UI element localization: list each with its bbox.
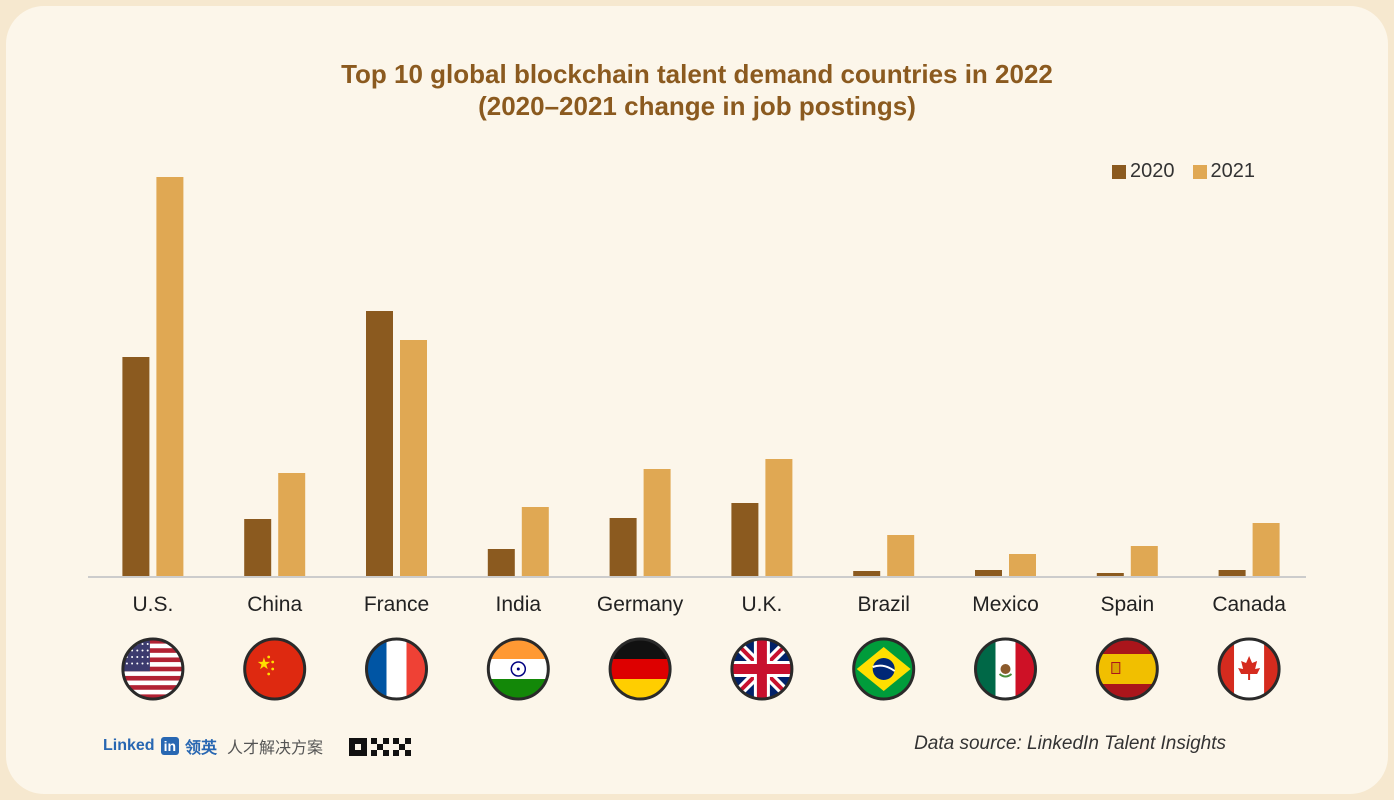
linkedin-cn-name: 领英 [185,740,218,757]
bar-2020-china [244,519,272,577]
bar-2021-spain [1130,546,1158,577]
legend-item-2020: 2020 [1112,160,1175,183]
bar-2020-us [122,357,150,577]
bar-2020-india [487,549,515,577]
bar-2021-uk [765,459,793,577]
bar-2020-uk [731,503,759,577]
germany-flag-icon [608,637,672,701]
flags-group: ★ [121,637,1281,701]
x-tick-label: France [364,593,429,616]
linkedin-cn-subtitle: 人才解决方案 [227,740,324,757]
bars-group [122,177,1280,577]
x-tick-label: India [496,593,542,616]
bar-2020-germany [609,518,637,577]
china-flag-icon: ★ [243,637,307,701]
spain-flag-icon [1095,637,1159,701]
bar-2021-us [156,177,184,577]
svg-text:★: ★ [257,656,271,673]
linkedin-logo: Linked in 领英 人才解决方案 [103,734,413,758]
x-tick-label: Spain [1100,593,1154,616]
bar-2020-brazil [853,571,881,577]
legend: 2020 2021 [1112,160,1263,183]
uk-flag-icon [730,637,794,701]
x-tick-label: Canada [1212,593,1286,616]
legend-swatch-2020 [1112,164,1126,179]
india-flag-icon [486,637,550,701]
okx-logo [349,738,412,756]
x-tick-label: Brazil [857,593,910,616]
france-flag-icon [365,637,428,701]
chart-title: Top 10 global blockchain talent demand c… [0,58,1394,122]
bar-2020-canada [1218,570,1246,577]
x-tick-label: China [247,593,302,616]
bar-2021-france [400,340,427,577]
bar-2021-canada [1252,523,1280,577]
chart-title-line1: Top 10 global blockchain talent demand c… [341,59,1053,89]
x-tick-label: Mexico [972,593,1039,616]
bar-2021-brazil [887,535,915,577]
us-flag-icon [121,637,185,701]
canada-flag-icon [1217,637,1281,701]
bar-2020-france [366,311,393,577]
bar-2021-china [278,473,306,577]
data-source: Data source: LinkedIn Talent Insights [914,733,1226,754]
bar-2020-spain [1096,573,1124,577]
bar-2020-mexico [975,570,1002,577]
legend-item-2021: 2021 [1192,160,1256,183]
mexico-flag-icon [974,637,1037,701]
x-tick-label: U.K. [741,593,782,616]
legend-label-2020: 2020 [1130,160,1175,182]
brazil-flag-icon [852,637,916,701]
bar-2021-india [521,507,549,577]
chart-subtitle: (2020–2021 change in job postings) [478,91,916,121]
x-tick-label: Germany [597,593,684,616]
x-tick-label: U.S. [132,593,173,616]
legend-label-2021: 2021 [1210,160,1256,182]
bar-2021-germany [643,469,671,577]
bar-2021-mexico [1009,554,1036,577]
linkedin-logo-text: Linked [103,737,155,754]
legend-swatch-2021 [1192,164,1207,179]
linkedin-in-badge: in [160,737,180,755]
x-tick-labels: U.S. China France India Germany U.K. Brazil Mex… [132,593,1286,616]
